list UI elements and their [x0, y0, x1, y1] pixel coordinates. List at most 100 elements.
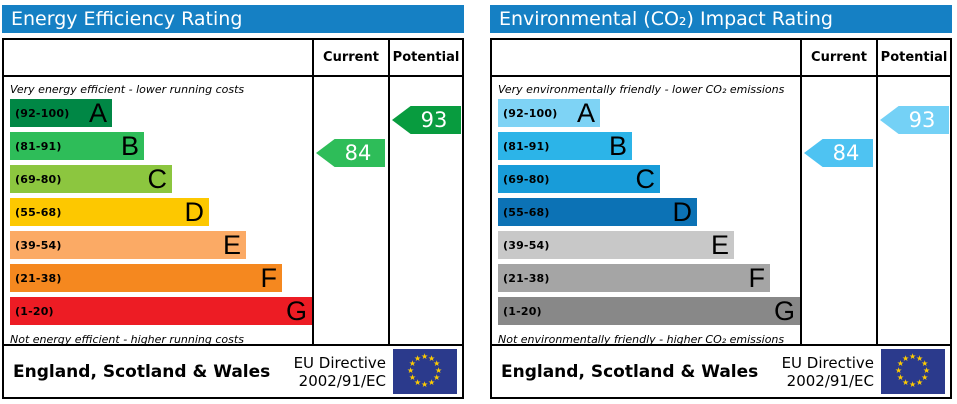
- energy-panel-title: Energy Efficiency Rating: [11, 8, 243, 30]
- band-bar-e: (39-54) E: [10, 231, 246, 259]
- eu-star-icon: ★: [916, 353, 924, 363]
- header-spacer: [492, 40, 800, 75]
- band-row-d: (55-68) D: [498, 198, 800, 226]
- band-letter: D: [672, 196, 693, 227]
- environmental-title-bar: Environmental (CO₂) Impact Rating: [490, 5, 952, 33]
- band-bar-b: (81-91) B: [498, 132, 632, 160]
- eu-star-icon: ★: [433, 359, 441, 368]
- band-bar-g: (1-20) G: [10, 297, 312, 325]
- band-range-label: (39-54): [503, 238, 550, 252]
- band-range-label: (92-100): [15, 106, 70, 120]
- band-letter: E: [710, 229, 729, 260]
- eu-star-icon: ★: [895, 366, 903, 375]
- energy-panel-footer: England, Scotland & Wales EU Directive 2…: [2, 344, 464, 399]
- energy-potential-rating-arrow: 93: [392, 106, 461, 134]
- band-letter: D: [184, 196, 205, 227]
- band-bar-g: (1-20) G: [498, 297, 800, 325]
- band-range-label: (81-91): [15, 139, 62, 153]
- band-row-f: (21-38) F: [498, 264, 800, 292]
- band-letter: C: [635, 163, 656, 194]
- header-spacer: [4, 40, 312, 75]
- environmental-band-list: (92-100) A (81-91) B (69-80) C (55-68) D (39-54)…: [498, 99, 800, 325]
- band-letter: C: [147, 163, 168, 194]
- band-row-e: (39-54) E: [10, 231, 312, 259]
- current-column-header: Current: [800, 40, 876, 75]
- band-row-a: (92-100) A: [498, 99, 800, 127]
- eu-star-icon: ★: [916, 378, 924, 388]
- eu-star-icon: ★: [407, 366, 415, 375]
- eu-star-icon: ★: [902, 378, 910, 388]
- band-range-label: (39-54): [15, 238, 62, 252]
- band-range-label: (1-20): [503, 304, 542, 318]
- eu-star-icon: ★: [433, 373, 441, 382]
- environmental-top-caption: Very environmentally friendly - lower CO…: [498, 83, 785, 96]
- eu-flag-icon: ★ ★ ★ ★ ★ ★ ★ ★ ★ ★ ★ ★: [393, 349, 457, 394]
- band-row-b: (81-91) B: [10, 132, 312, 160]
- band-letter: F: [748, 262, 766, 293]
- eu-star-icon: ★: [428, 378, 436, 388]
- band-bar-d: (55-68) D: [10, 198, 209, 226]
- environmental-rating-table: Current Potential Very environmentally f…: [490, 38, 952, 344]
- environmental-current-column: 84: [800, 77, 876, 344]
- band-letter: B: [120, 130, 139, 161]
- energy-current-column: 84: [312, 77, 388, 344]
- eu-star-icon: ★: [896, 359, 905, 368]
- environmental-potential-column: 93: [876, 77, 950, 344]
- eu-star-icon: ★: [921, 359, 929, 368]
- eu-directive-line2: 2002/91/EC: [786, 371, 874, 390]
- energy-rating-table: Current Potential Very energy efficient …: [2, 38, 464, 344]
- band-range-label: (55-68): [503, 205, 550, 219]
- energy-band-list: (92-100) A (81-91) B (69-80) C (55-68) D (39-54)…: [10, 99, 312, 325]
- environmental-bars-area: Very environmentally friendly - lower CO…: [492, 77, 800, 344]
- energy-table-body: Very energy efficient - lower running co…: [4, 77, 462, 344]
- band-letter: E: [222, 229, 241, 260]
- eu-directive-label: EU Directive 2002/91/EC: [782, 354, 874, 390]
- band-row-f: (21-38) F: [10, 264, 312, 292]
- band-range-label: (55-68): [15, 205, 62, 219]
- potential-column-header: Potential: [388, 40, 462, 75]
- environmental-table-header: Current Potential: [492, 40, 950, 77]
- band-bar-f: (21-38) F: [10, 264, 282, 292]
- band-letter: A: [576, 97, 595, 128]
- band-range-label: (1-20): [15, 304, 54, 318]
- band-row-a: (92-100) A: [10, 99, 312, 127]
- eu-star-icon: ★: [896, 373, 905, 382]
- energy-table-header: Current Potential: [4, 40, 462, 77]
- eu-star-icon: ★: [921, 373, 929, 382]
- current-column-header: Current: [312, 40, 388, 75]
- band-bar-c: (69-80) C: [498, 165, 660, 193]
- band-bar-c: (69-80) C: [10, 165, 172, 193]
- region-label: England, Scotland & Wales: [13, 361, 271, 382]
- eu-star-icon: ★: [428, 353, 436, 363]
- environmental-panel-title: Environmental (CO₂) Impact Rating: [499, 8, 833, 30]
- environmental-bottom-caption: Not environmentally friendly - higher CO…: [498, 333, 785, 344]
- potential-column-header: Potential: [876, 40, 950, 75]
- band-bar-a: (92-100) A: [498, 99, 600, 127]
- eu-star-icon: ★: [408, 359, 417, 368]
- eu-star-icon: ★: [414, 378, 422, 388]
- band-row-g: (1-20) G: [498, 297, 800, 325]
- band-row-e: (39-54) E: [498, 231, 800, 259]
- band-letter: A: [88, 97, 107, 128]
- band-letter: G: [773, 295, 795, 326]
- environmental-impact-panel: Environmental (CO₂) Impact Rating Curren…: [490, 5, 952, 399]
- band-bar-f: (21-38) F: [498, 264, 770, 292]
- energy-current-rating-arrow: 84: [316, 139, 385, 167]
- band-bar-e: (39-54) E: [498, 231, 734, 259]
- band-letter: F: [260, 262, 278, 293]
- band-range-label: (92-100): [503, 106, 558, 120]
- band-row-g: (1-20) G: [10, 297, 312, 325]
- eu-star-icon: ★: [421, 352, 429, 361]
- band-row-c: (69-80) C: [10, 165, 312, 193]
- band-range-label: (69-80): [15, 172, 62, 186]
- eu-directive-line1: EU Directive: [293, 353, 386, 372]
- eu-star-icon: ★: [414, 353, 422, 363]
- energy-efficiency-panel: Energy Efficiency Rating Current Potenti…: [2, 5, 464, 399]
- band-range-label: (21-38): [503, 271, 550, 285]
- band-bar-b: (81-91) B: [10, 132, 144, 160]
- energy-bottom-caption: Not energy efficient - higher running co…: [10, 333, 244, 344]
- eu-star-icon: ★: [421, 380, 429, 389]
- band-range-label: (69-80): [503, 172, 550, 186]
- band-letter: B: [608, 130, 627, 161]
